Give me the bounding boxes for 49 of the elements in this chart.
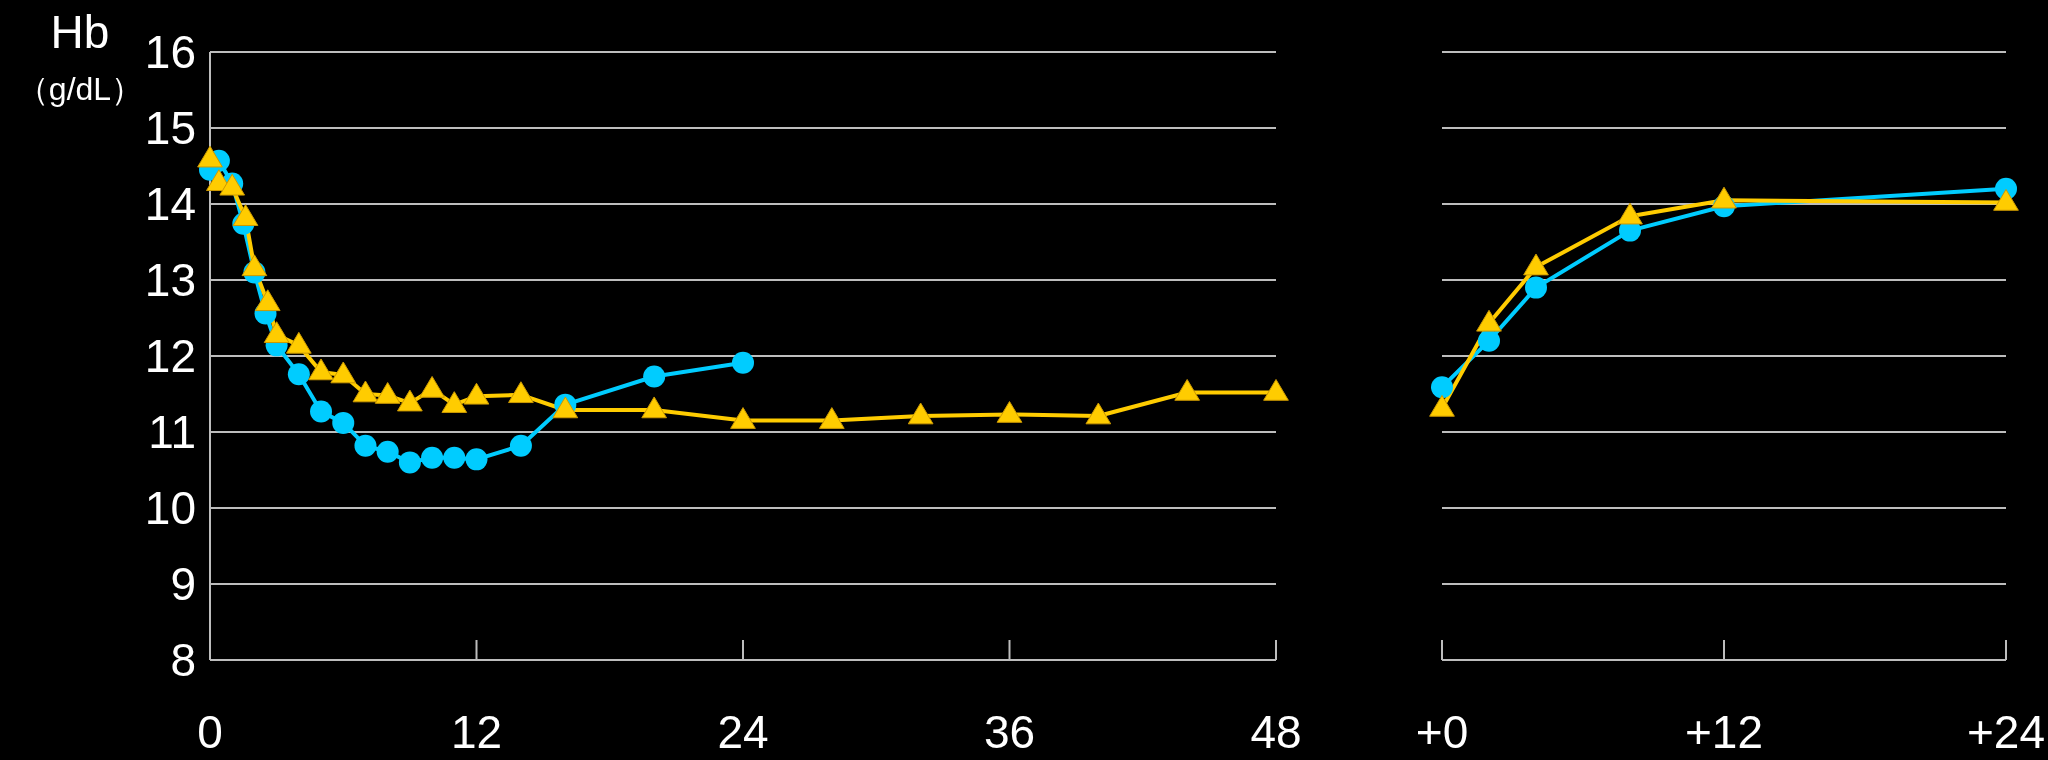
y-tick-label: 12 [144,330,196,382]
point [1993,188,2019,211]
x-tick-label: +0 [1415,706,1469,758]
x-tick-label: 36 [983,706,1036,758]
point [330,361,357,384]
y-tick-label: 14 [144,178,196,230]
y-axis-title: Hb （g/dL） [16,6,144,107]
point [232,204,259,226]
point [1523,253,1549,276]
point [441,391,468,413]
y-tick-label: 13 [144,254,196,306]
point [1711,186,1737,209]
point [308,358,334,381]
point [197,145,223,168]
point [1174,378,1201,401]
y-tick-label: 10 [144,482,196,534]
point [1085,402,1112,425]
x-tick-label: 0 [197,706,223,758]
point [508,381,534,404]
point [241,254,268,277]
point [285,331,312,354]
point [397,389,423,412]
point [1617,202,1643,225]
point [352,380,379,403]
x-tick-label: 12 [450,706,503,758]
point [1525,276,1547,299]
point [730,407,756,429]
x-tick-label: +12 [1684,706,1764,758]
point [419,375,445,398]
point [1263,378,1289,401]
point [374,382,401,404]
point [732,351,754,374]
point [1431,376,1453,399]
point [641,396,668,419]
point [818,407,845,429]
point [996,401,1023,423]
point [1478,329,1500,352]
y-tick-label: 11 [148,406,196,458]
point [254,289,281,312]
y-tick-label: 16 [144,26,196,78]
point [463,382,490,405]
point [263,321,290,344]
y-tick-label: 8 [170,634,196,686]
point [907,402,934,425]
y-tick-label: 15 [144,102,196,154]
y-tick-label: 9 [170,558,196,610]
x-tick-label: +24 [1966,706,2046,758]
x-tick-label: 48 [1250,706,1302,758]
x-tick-label: 24 [717,706,769,758]
